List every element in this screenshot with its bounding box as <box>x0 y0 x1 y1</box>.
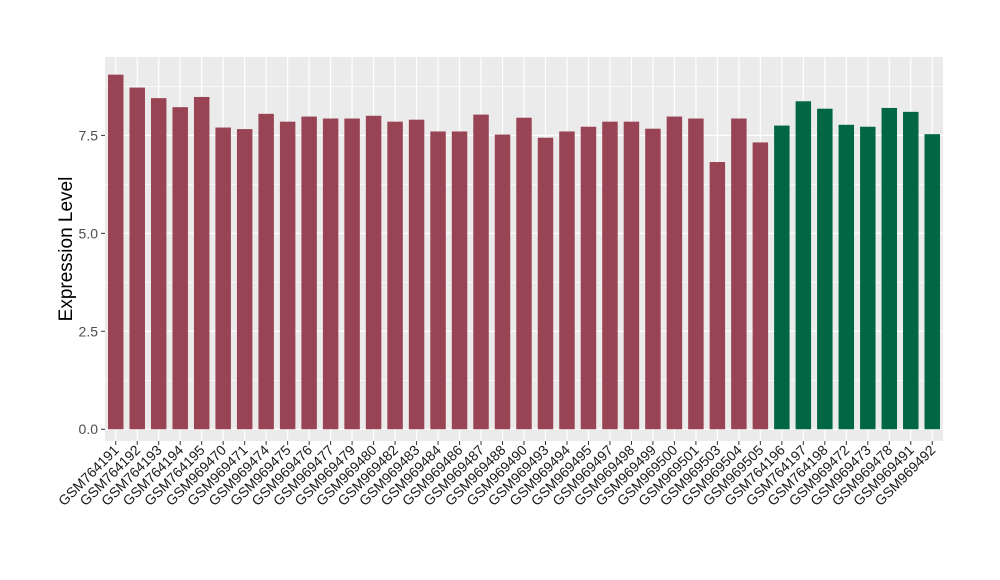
bar-GSM764191 <box>108 74 124 430</box>
bar-GSM969473 <box>860 126 876 430</box>
bar-GSM969483 <box>408 119 425 430</box>
bar-GSM969474 <box>258 113 274 430</box>
bar-GSM764197 <box>795 101 812 430</box>
bar-GSM969500 <box>666 116 683 430</box>
bar-GSM969492 <box>924 134 940 430</box>
bars <box>108 74 940 430</box>
bar-GSM969470 <box>215 127 231 430</box>
y-tick-label: 0.0 <box>79 421 99 437</box>
bar-GSM969476 <box>301 116 317 430</box>
bar-GSM969479 <box>344 118 360 430</box>
bar-GSM764196 <box>774 125 790 430</box>
bar-GSM969497 <box>602 121 618 430</box>
bar-GSM969478 <box>881 107 898 430</box>
bar-GSM969486 <box>451 131 468 430</box>
bar-GSM969482 <box>387 121 403 430</box>
bar-GSM969480 <box>365 115 382 430</box>
bar-GSM764194 <box>172 107 188 430</box>
bar-GSM969487 <box>473 114 489 430</box>
bar-GSM969494 <box>559 131 575 430</box>
y-tick-label: 7.5 <box>79 127 99 143</box>
bar-GSM969498 <box>623 121 640 430</box>
bar-GSM764195 <box>193 96 210 430</box>
bar-GSM969504 <box>731 118 747 430</box>
x-axis: GSM764191GSM764192GSM764193GSM764194GSM7… <box>55 441 939 509</box>
y-tick-label: 2.5 <box>79 323 99 339</box>
bar-GSM969501 <box>688 118 704 430</box>
bar-GSM969505 <box>752 142 769 430</box>
bar-GSM969490 <box>516 117 532 430</box>
bar-GSM969484 <box>430 131 446 430</box>
y-axis: 0.0 2.5 5.0 7.5 <box>79 127 105 437</box>
bar-GSM969495 <box>580 126 597 430</box>
bar-GSM764193 <box>150 98 167 430</box>
bar-GSM764192 <box>129 87 145 430</box>
bar-GSM969477 <box>322 118 339 430</box>
bar-GSM969472 <box>838 124 855 430</box>
y-axis-title: Expression Level <box>56 177 77 322</box>
bar-GSM969488 <box>494 134 511 430</box>
bar-GSM969499 <box>645 128 661 430</box>
bar-GSM764198 <box>817 108 833 430</box>
bar-GSM969475 <box>279 121 296 430</box>
bar-GSM969471 <box>236 129 253 430</box>
bar-GSM969493 <box>537 137 554 430</box>
bar-GSM969503 <box>709 162 726 430</box>
y-tick-label: 5.0 <box>79 225 99 241</box>
bar-GSM969491 <box>903 111 919 430</box>
